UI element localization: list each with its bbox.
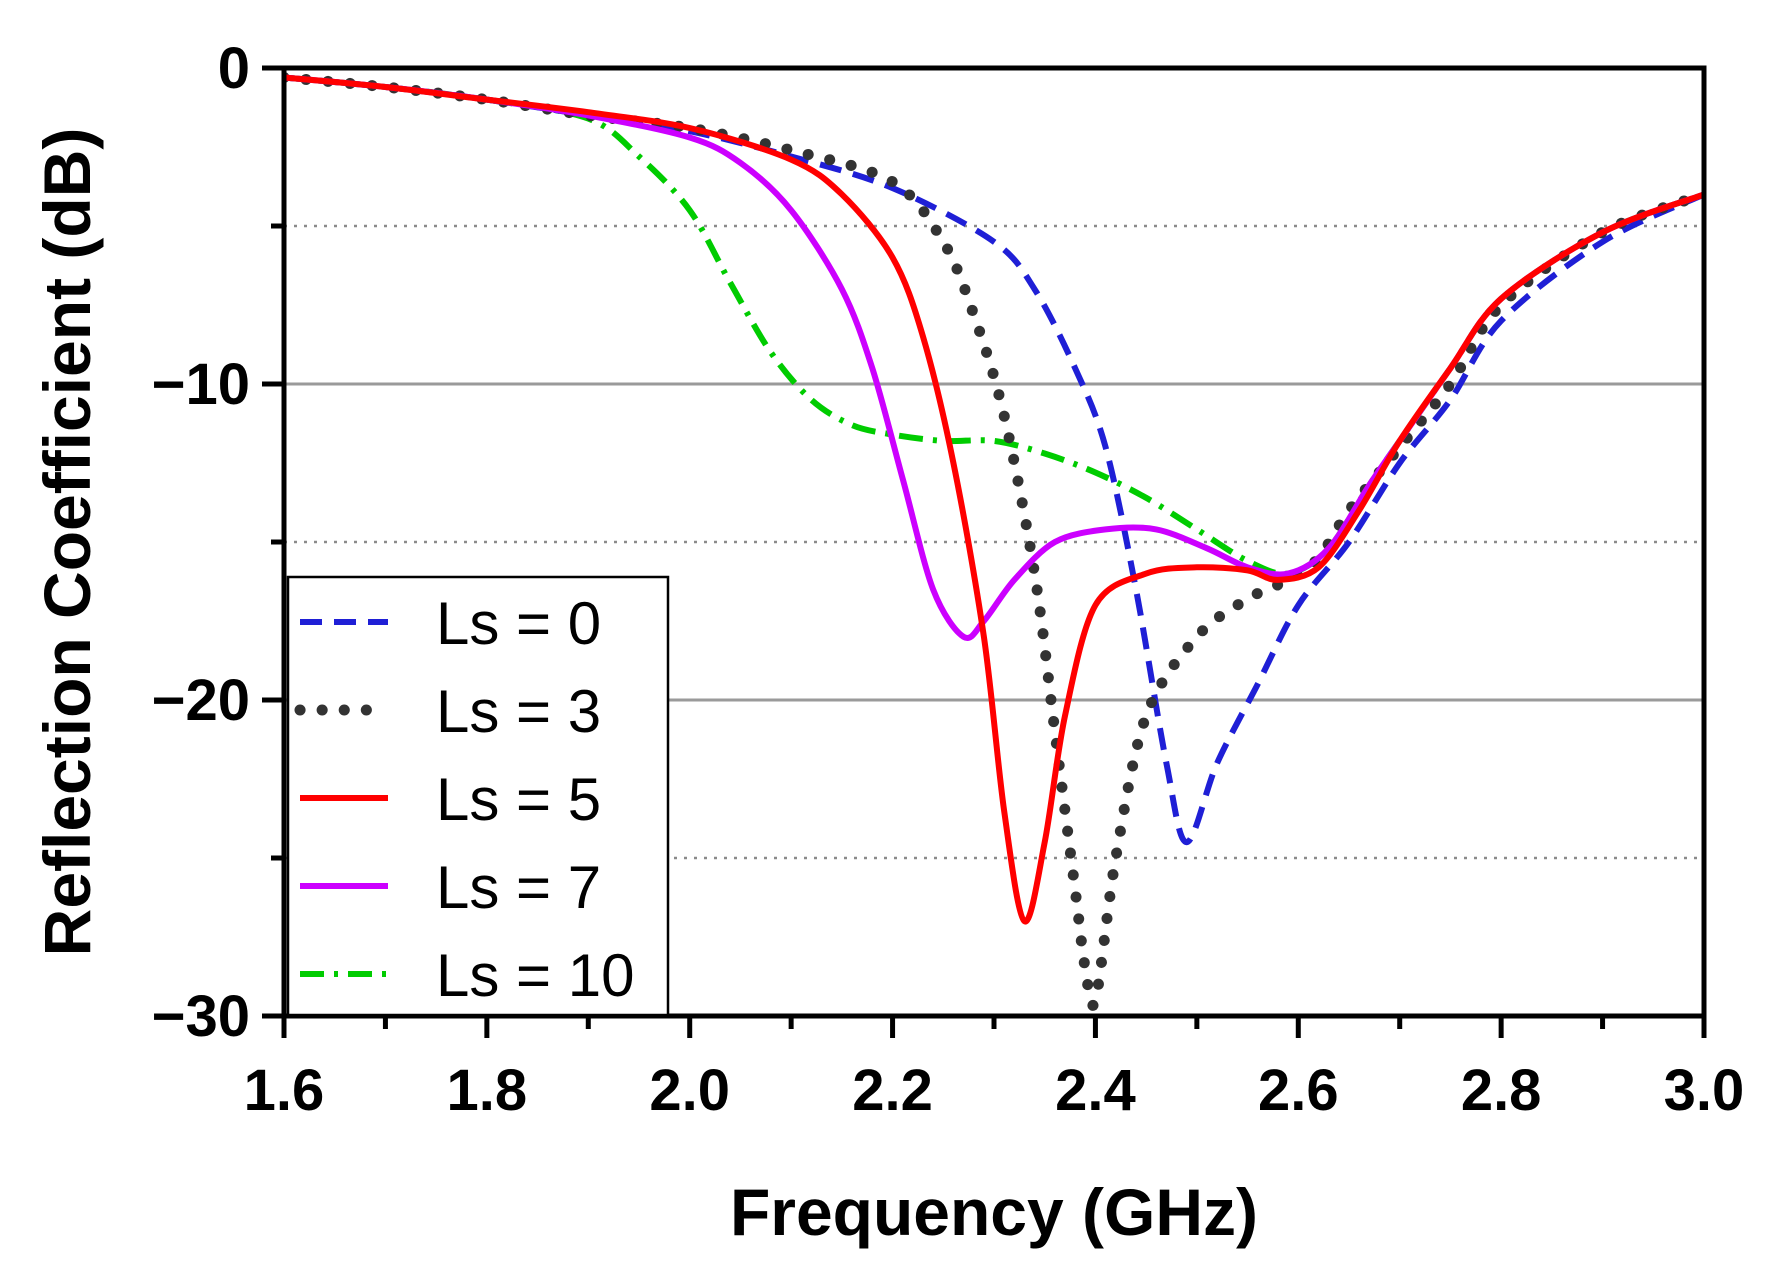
x-tick-label: 2.6	[1258, 1058, 1339, 1123]
legend-label: Ls = 5	[436, 766, 601, 833]
legend-label: Ls = 7	[436, 854, 601, 921]
x-tick-label: 3.0	[1664, 1058, 1745, 1123]
y-tick-label: −20	[152, 668, 250, 733]
legend-label: Ls = 0	[436, 590, 601, 657]
y-tick-label: −30	[152, 984, 250, 1049]
y-tick-label: −10	[152, 352, 250, 417]
series-line-ls-5	[284, 74, 1704, 925]
x-tick-label: 2.2	[852, 1058, 933, 1123]
legend: Ls = 0 Ls = 3 Ls = 5 Ls = 7 Ls = 10	[286, 575, 670, 1017]
x-tick-label: 2.0	[649, 1058, 730, 1123]
x-tick-label: 1.8	[447, 1058, 528, 1123]
series-layer	[284, 72, 1704, 1011]
legend-label: Ls = 3	[436, 678, 601, 745]
series-line-ls-0	[284, 74, 1704, 846]
x-axis-title: Frequency (GHz)	[730, 1175, 1258, 1249]
x-tick-label: 2.8	[1461, 1058, 1542, 1123]
legend-label: Ls = 10	[436, 942, 635, 1009]
x-tick-label: 1.6	[244, 1058, 325, 1123]
tick-labels: 1.6 1.8 2.0 2.2 2.4 2.6 2.8 3.0 0 −10 −20 −30	[152, 36, 1745, 1123]
x-tick-label: 2.4	[1055, 1058, 1136, 1123]
y-tick-label: 0	[218, 36, 250, 101]
axis-ticks	[262, 65, 1707, 1038]
y-axis-title: Reflection Coefficient (dB)	[30, 128, 104, 957]
